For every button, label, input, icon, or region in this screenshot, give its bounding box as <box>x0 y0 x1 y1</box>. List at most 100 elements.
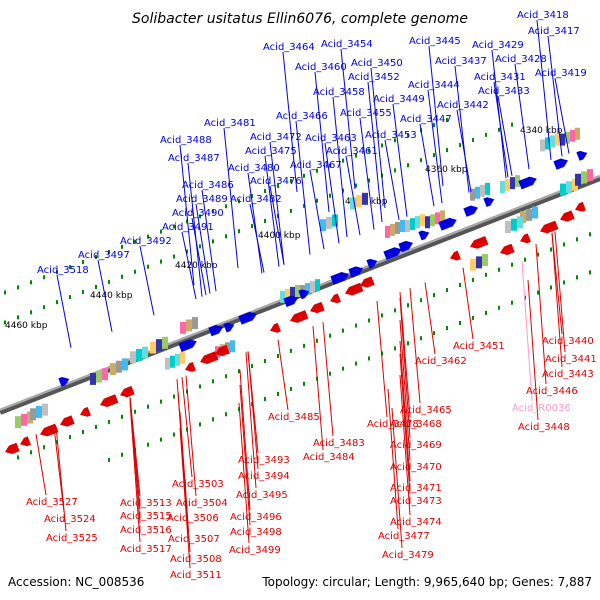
forward-gene-arrow <box>283 295 299 308</box>
ruler-dot <box>537 290 539 295</box>
reverse-gene-leader-line <box>387 388 399 530</box>
ruler-dot <box>576 275 578 280</box>
ruler-dot <box>147 264 149 269</box>
reverse-gene-arrow <box>290 310 309 323</box>
forward-gene-label: Acid_3487 <box>168 153 220 164</box>
ruler-dot <box>563 242 565 247</box>
reverse-gene-label: Acid_3496 <box>230 512 282 523</box>
ruler-dot <box>147 404 149 409</box>
ruler-dot <box>290 178 292 183</box>
forward-gene-label: Acid_3437 <box>435 56 487 67</box>
reverse-gene-arrow <box>270 322 281 333</box>
ruler-dot <box>43 305 45 310</box>
ruler-dot <box>446 148 448 153</box>
ruler-dot <box>498 305 500 310</box>
feature-block <box>90 372 96 385</box>
ruler-dot <box>394 168 396 173</box>
feature-block <box>500 181 505 193</box>
feature-block <box>180 351 185 364</box>
feature-block <box>482 254 488 267</box>
ruler-dot <box>446 118 448 123</box>
reverse-gene-leader-line <box>185 375 197 497</box>
forward-gene-leader-line <box>554 77 570 154</box>
ruler-dot <box>238 229 240 234</box>
ruler-dot <box>212 209 214 214</box>
genome-summary-text: Topology: circular; Length: 9,965,640 bp… <box>261 575 592 589</box>
ruler-dot <box>17 315 19 320</box>
ruler-dot <box>394 138 396 143</box>
reverse-gene-label: Acid_3493 <box>238 455 290 466</box>
feature-block <box>587 169 593 182</box>
forward-gene-leader-line <box>497 95 513 176</box>
feature-block <box>470 258 476 271</box>
feature-block <box>102 368 108 381</box>
reverse-gene-label: Acid_3462 <box>415 356 467 367</box>
feature-block <box>175 353 180 366</box>
ruler-dot <box>459 142 461 147</box>
ruler-dot <box>264 397 266 402</box>
feature-block <box>30 408 36 421</box>
feature-block <box>570 129 575 142</box>
ruler-dot <box>95 254 97 259</box>
ruler-dot <box>329 163 331 168</box>
ruler-dot <box>30 450 32 455</box>
ruler-dot <box>238 199 240 204</box>
ruler-dot <box>472 277 474 282</box>
feature-block <box>285 288 290 301</box>
forward-gene-leader-line <box>367 81 383 223</box>
feature-block <box>116 360 122 373</box>
forward-gene-leader-line <box>332 96 348 238</box>
reverse-gene-label: Acid_3465 <box>400 405 452 416</box>
ruler-dot <box>381 143 383 148</box>
reverse-gene-arrow <box>310 301 325 314</box>
forward-gene-leader-line <box>264 155 280 267</box>
ruler-dot <box>225 374 227 379</box>
feature-block <box>332 214 338 227</box>
forward-gene-leader-line <box>139 245 155 316</box>
feature-block <box>150 341 156 354</box>
ruler-dot <box>407 341 409 346</box>
ruler-dot <box>446 326 448 331</box>
forward-gene-leader-line <box>392 103 408 217</box>
feature-block <box>560 133 565 146</box>
feature-block <box>385 225 390 238</box>
forward-gene-label: Acid_3433 <box>478 86 530 97</box>
feature-block <box>505 179 510 192</box>
forward-gene-label: Acid_3497 <box>78 250 130 261</box>
feature-block <box>162 336 168 349</box>
reverse-gene-label: Acid_3473 <box>390 496 442 507</box>
forward-gene-label: Acid_3461 <box>326 146 378 157</box>
feature-block <box>390 223 395 236</box>
kbp-tick-label: 4420 kbp <box>175 261 218 271</box>
feature-block <box>295 284 300 297</box>
ruler-dot <box>56 440 58 445</box>
feature-block <box>192 317 198 330</box>
reverse-gene-leader-line <box>462 267 474 340</box>
feature-block <box>142 346 148 359</box>
forward-gene-arrow <box>348 266 364 278</box>
ruler-dot <box>303 173 305 178</box>
ruler-dot <box>69 435 71 440</box>
reverse-gene-arrow <box>330 293 341 304</box>
feature-block <box>555 133 560 146</box>
ruler-dot <box>17 285 19 290</box>
feature-block <box>170 355 175 368</box>
accession-text: Accession: NC_008536 <box>8 575 144 589</box>
reverse-gene-label: Acid_3499 <box>229 545 281 556</box>
ruler-dot <box>342 366 344 371</box>
reverse-gene-label: Acid_3498 <box>230 527 282 538</box>
reverse-gene-arrow <box>200 351 219 365</box>
ruler-dot <box>199 244 201 249</box>
ruler-dot <box>563 280 565 285</box>
ruler-dot <box>303 203 305 208</box>
feature-block <box>186 319 192 332</box>
ruler-dot <box>355 323 357 328</box>
ruler-dot <box>30 280 32 285</box>
feature-block <box>517 216 523 229</box>
ruler-dot <box>433 123 435 128</box>
feature-block <box>566 181 572 194</box>
forward-gene-label: Acid_3476 <box>250 176 302 187</box>
feature-block <box>515 175 520 188</box>
reverse-gene-label: Acid_3494 <box>238 471 290 482</box>
